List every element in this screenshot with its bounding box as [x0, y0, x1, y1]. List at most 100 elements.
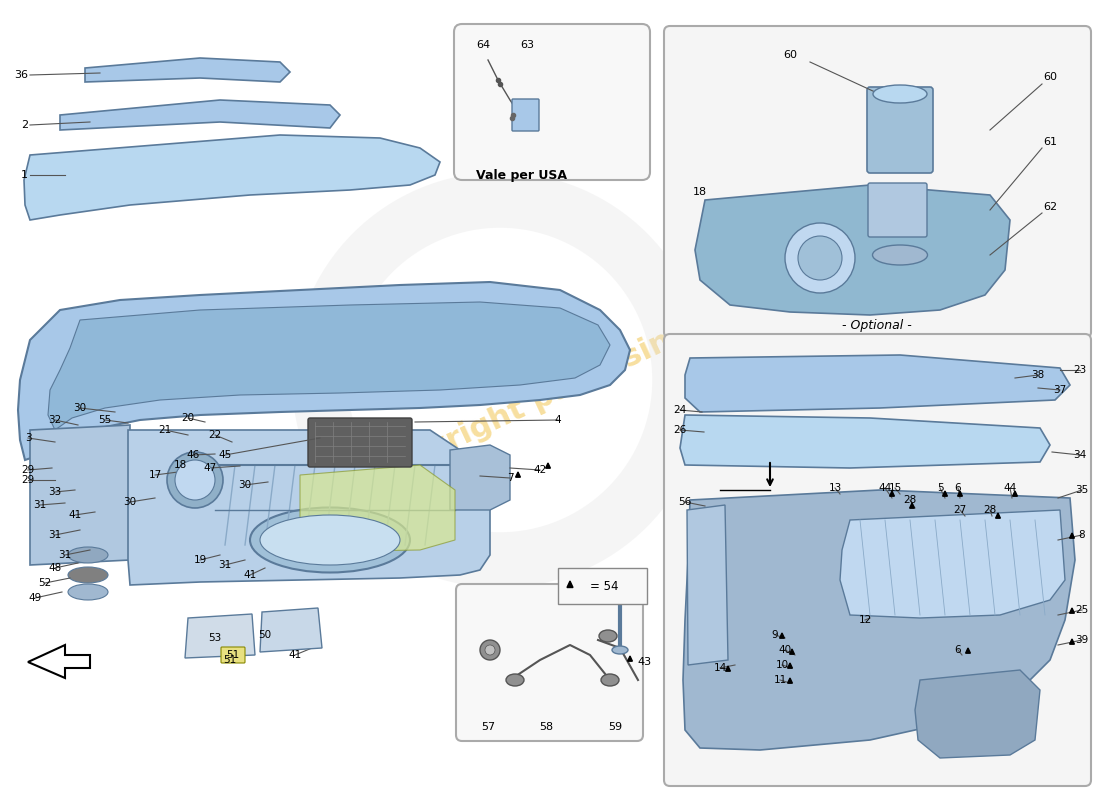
- Text: 9: 9: [772, 630, 779, 640]
- Polygon shape: [1069, 608, 1075, 614]
- FancyBboxPatch shape: [664, 26, 1091, 338]
- FancyBboxPatch shape: [558, 568, 647, 604]
- Text: 23: 23: [1074, 365, 1087, 375]
- Text: 41: 41: [68, 510, 81, 520]
- Text: 27: 27: [954, 505, 967, 515]
- Polygon shape: [683, 490, 1075, 750]
- Text: 46: 46: [186, 450, 199, 460]
- Text: 42: 42: [534, 465, 547, 475]
- Text: 34: 34: [1074, 450, 1087, 460]
- Text: 10: 10: [776, 660, 789, 670]
- Ellipse shape: [600, 630, 617, 642]
- Ellipse shape: [68, 547, 108, 563]
- Polygon shape: [185, 614, 255, 658]
- Polygon shape: [18, 282, 630, 460]
- Polygon shape: [790, 649, 794, 654]
- Text: 32: 32: [48, 415, 62, 425]
- Text: 22: 22: [208, 430, 221, 440]
- Text: 4: 4: [554, 415, 561, 425]
- Text: 43: 43: [637, 657, 651, 667]
- Text: 29: 29: [21, 475, 34, 485]
- Text: 24: 24: [673, 405, 686, 415]
- Text: 31: 31: [48, 530, 62, 540]
- Text: 60: 60: [783, 50, 798, 60]
- Text: 30: 30: [74, 403, 87, 413]
- Text: - Optional -: - Optional -: [843, 318, 912, 331]
- Text: 11: 11: [773, 675, 786, 685]
- Text: 18: 18: [693, 187, 707, 197]
- Polygon shape: [566, 581, 573, 587]
- Text: Vale per USA: Vale per USA: [476, 169, 568, 182]
- Text: 5: 5: [937, 483, 944, 493]
- Ellipse shape: [873, 85, 927, 103]
- Polygon shape: [516, 472, 520, 477]
- Text: 47: 47: [204, 463, 217, 473]
- Polygon shape: [628, 656, 632, 661]
- Polygon shape: [685, 355, 1070, 412]
- Text: 57: 57: [481, 722, 495, 732]
- Ellipse shape: [68, 567, 108, 583]
- Text: 7: 7: [507, 473, 514, 483]
- Text: 15: 15: [889, 483, 902, 493]
- Text: 31: 31: [58, 550, 72, 560]
- Text: 3: 3: [24, 433, 31, 443]
- Text: 61: 61: [1043, 137, 1057, 147]
- Text: 17: 17: [148, 470, 162, 480]
- Text: 41: 41: [243, 570, 256, 580]
- Text: 44: 44: [879, 483, 892, 493]
- Text: 33: 33: [48, 487, 62, 497]
- Polygon shape: [695, 185, 1010, 315]
- FancyBboxPatch shape: [308, 418, 412, 467]
- Ellipse shape: [68, 584, 108, 600]
- Text: 51: 51: [227, 650, 240, 660]
- Polygon shape: [300, 465, 455, 552]
- Text: 44: 44: [1003, 483, 1016, 493]
- Text: 58: 58: [539, 722, 553, 732]
- Text: 26: 26: [673, 425, 686, 435]
- Text: 13: 13: [828, 483, 842, 493]
- Polygon shape: [260, 608, 322, 652]
- Text: copyright parts since: copyright parts since: [368, 310, 712, 490]
- Text: 6: 6: [955, 483, 961, 493]
- Polygon shape: [788, 678, 792, 683]
- Polygon shape: [966, 648, 970, 653]
- Polygon shape: [688, 505, 728, 665]
- Text: 41: 41: [288, 650, 301, 660]
- Polygon shape: [958, 491, 962, 496]
- Text: = 54: = 54: [590, 579, 618, 593]
- Text: 31: 31: [219, 560, 232, 570]
- Ellipse shape: [601, 674, 619, 686]
- Ellipse shape: [250, 507, 410, 573]
- Text: 37: 37: [1054, 385, 1067, 395]
- Text: 30: 30: [123, 497, 136, 507]
- Polygon shape: [1013, 491, 1018, 496]
- Circle shape: [785, 223, 855, 293]
- Text: 36: 36: [14, 70, 28, 80]
- Circle shape: [798, 236, 842, 280]
- Ellipse shape: [506, 674, 524, 686]
- Text: 62: 62: [1043, 202, 1057, 212]
- Text: 45: 45: [219, 450, 232, 460]
- Text: 63: 63: [520, 40, 534, 50]
- Text: 25: 25: [1076, 605, 1089, 615]
- Text: 20: 20: [182, 413, 195, 423]
- Polygon shape: [48, 302, 610, 430]
- Text: 64: 64: [476, 40, 491, 50]
- FancyBboxPatch shape: [456, 584, 644, 741]
- Text: 29: 29: [21, 465, 34, 475]
- Circle shape: [175, 460, 214, 500]
- Circle shape: [167, 452, 223, 508]
- Text: 50: 50: [258, 630, 272, 640]
- Text: 60: 60: [1043, 72, 1057, 82]
- Text: 28: 28: [983, 505, 997, 515]
- Text: 59: 59: [608, 722, 623, 732]
- Text: 19: 19: [194, 555, 207, 565]
- Polygon shape: [85, 58, 290, 82]
- Polygon shape: [450, 445, 510, 510]
- Text: 39: 39: [1076, 635, 1089, 645]
- Polygon shape: [28, 645, 90, 678]
- Text: 1: 1: [21, 170, 28, 180]
- Polygon shape: [24, 135, 440, 220]
- Polygon shape: [943, 491, 947, 496]
- Polygon shape: [788, 663, 792, 668]
